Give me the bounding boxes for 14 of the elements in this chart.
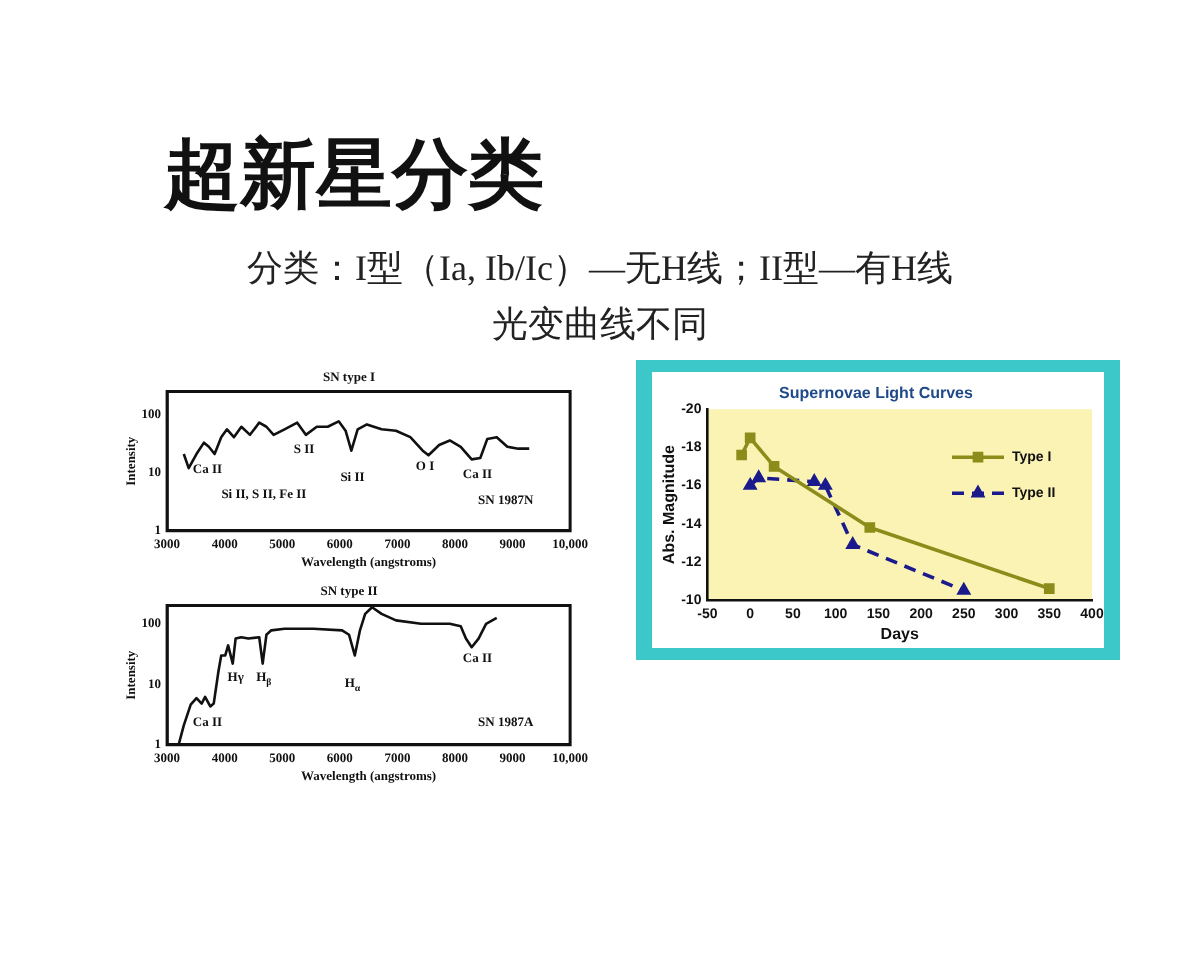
point (736, 449, 747, 461)
text: 光变曲线不同 (490, 302, 710, 348)
point (819, 478, 832, 490)
point (1043, 583, 1055, 594)
point (768, 461, 780, 472)
chart-title: Supernovae Light Curves (779, 384, 974, 403)
point (846, 537, 859, 549)
point (808, 474, 821, 486)
point (864, 522, 876, 533)
y-axis-title: Abs. Magnitude (660, 443, 679, 565)
text: 分类：I型（Ia, Ib/Ic）—无H线；II型—有H线 (245, 246, 955, 292)
point (744, 432, 756, 444)
text: 超新星分类 (164, 128, 544, 222)
x-axis-title: Days (880, 624, 920, 643)
